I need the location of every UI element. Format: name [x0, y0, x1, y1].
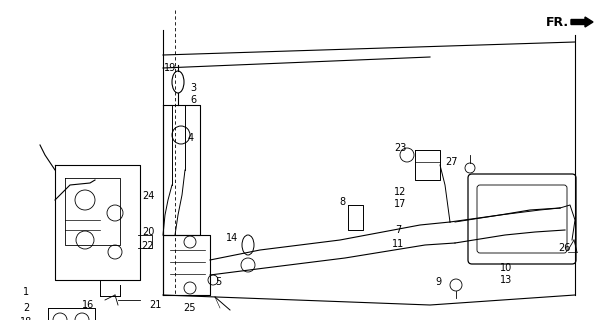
- Text: 22: 22: [142, 241, 155, 251]
- Text: 5: 5: [215, 277, 221, 287]
- Text: 7: 7: [395, 225, 401, 235]
- Text: 23: 23: [394, 143, 406, 153]
- Text: 18: 18: [20, 317, 32, 320]
- Text: 17: 17: [394, 199, 406, 209]
- Text: 20: 20: [142, 227, 154, 237]
- Text: 24: 24: [142, 191, 154, 201]
- Text: 16: 16: [82, 300, 94, 310]
- Text: 3: 3: [190, 83, 196, 93]
- Text: 26: 26: [558, 243, 570, 253]
- Text: 4: 4: [188, 133, 194, 143]
- Text: 19: 19: [164, 63, 176, 73]
- Text: 11: 11: [392, 239, 404, 249]
- Text: 2: 2: [23, 303, 29, 313]
- Text: 25: 25: [184, 303, 196, 313]
- Text: 8: 8: [339, 197, 345, 207]
- Text: 10: 10: [500, 263, 512, 273]
- Text: 21: 21: [149, 300, 161, 310]
- Text: 14: 14: [226, 233, 238, 243]
- Text: 1: 1: [23, 287, 29, 297]
- FancyArrow shape: [571, 17, 593, 27]
- Text: 9: 9: [435, 277, 441, 287]
- Text: 27: 27: [446, 157, 458, 167]
- Text: 13: 13: [500, 275, 512, 285]
- Text: 12: 12: [394, 187, 406, 197]
- Text: 6: 6: [190, 95, 196, 105]
- Text: FR.: FR.: [546, 15, 569, 28]
